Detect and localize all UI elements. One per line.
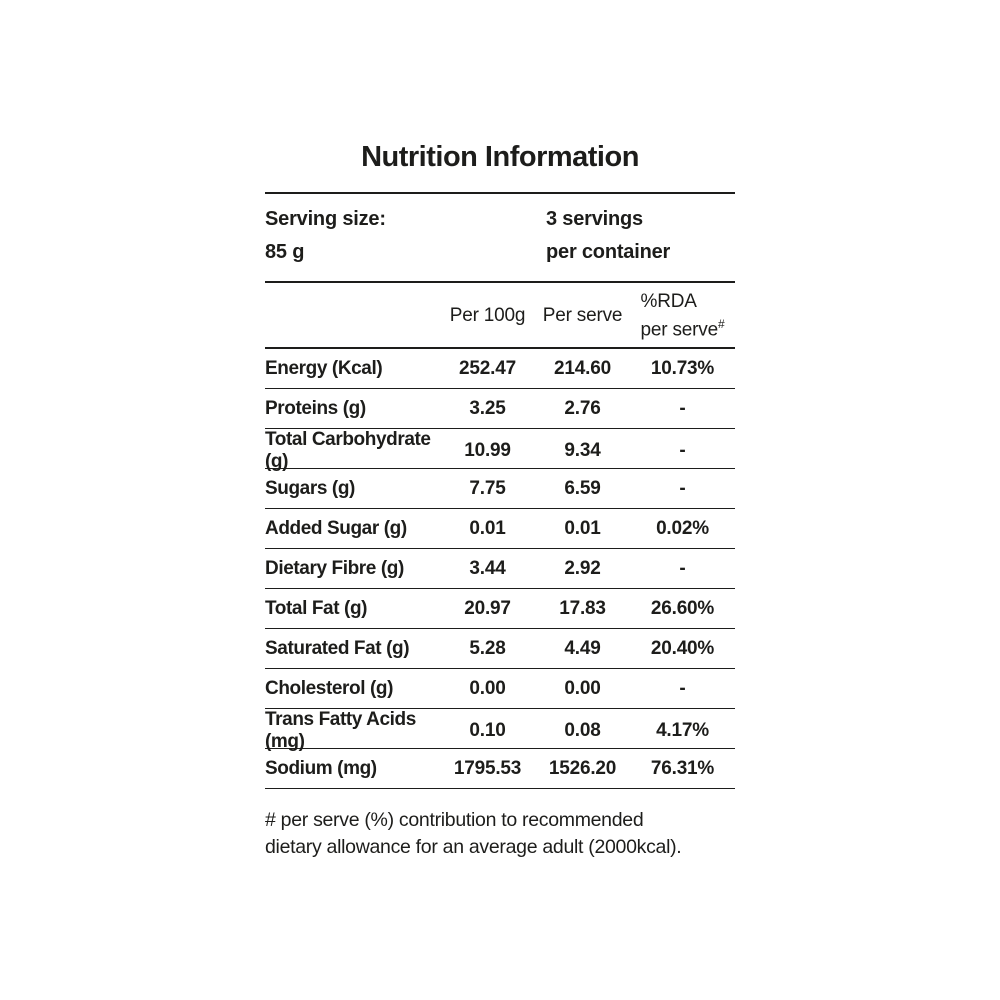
value-per-100g: 252.47: [459, 357, 516, 379]
value-per-serve: 4.49: [564, 637, 601, 659]
value-rda: -: [679, 397, 686, 419]
page-title: Nutrition Information: [361, 141, 639, 173]
divider-serving: [265, 281, 735, 283]
serving-size-value: 85 g: [265, 241, 305, 263]
column-header-per-100g: Per 100g: [449, 305, 526, 327]
value-per-serve: 2.76: [564, 397, 601, 419]
nutrient-label: Proteins (g): [265, 397, 366, 419]
rda-footnote-line1: # per serve (%) contribution to recommen…: [265, 809, 644, 832]
value-rda: 26.60%: [650, 597, 715, 619]
value-per-100g: 1795.53: [453, 757, 522, 779]
rda-header-line1: %RDA: [640, 291, 697, 312]
value-per-100g: 5.28: [469, 637, 506, 659]
rda-footnote-marker: #: [717, 317, 725, 331]
value-per-serve: 0.00: [564, 677, 601, 699]
table-row: Total Fat (g) 20.97 17.83 26.60%: [265, 589, 735, 630]
value-per-serve: 1526.20: [548, 757, 617, 779]
divider-top: [265, 192, 735, 194]
servings-unit: per container: [546, 241, 671, 263]
column-header-rda: %RDA per serve#: [630, 291, 735, 341]
value-per-100g: 10.99: [464, 440, 511, 462]
value-per-serve: 9.34: [564, 440, 601, 462]
value-per-serve: 0.08: [564, 720, 601, 742]
nutrient-label: Saturated Fat (g): [265, 637, 410, 659]
rda-footnote-line2: dietary allowance for an average adult (…: [265, 836, 682, 859]
serving-size: Serving size: 85 g: [265, 203, 546, 269]
nutrient-label: Trans Fatty Acids (mg): [265, 709, 416, 753]
value-per-100g: 7.75: [469, 477, 506, 499]
value-per-100g: 0.00: [469, 677, 506, 699]
value-per-100g: 20.97: [464, 597, 511, 619]
nutrient-label: Dietary Fibre (g): [265, 557, 404, 579]
value-per-serve: 0.01: [564, 517, 601, 539]
value-rda: -: [679, 440, 686, 462]
value-rda: 10.73%: [650, 357, 715, 379]
value-per-100g: 3.44: [469, 557, 506, 579]
value-per-100g: 0.10: [469, 720, 506, 742]
value-per-serve: 214.60: [554, 357, 611, 379]
table-row: Proteins (g) 3.25 2.76 -: [265, 389, 735, 430]
value-rda: -: [679, 557, 686, 579]
table-row: Energy (Kcal) 252.47 214.60 10.73%: [265, 349, 735, 390]
table-row: Dietary Fibre (g) 3.44 2.92 -: [265, 549, 735, 590]
value-rda: 76.31%: [650, 757, 715, 779]
nutrient-label: Sugars (g): [265, 477, 355, 499]
value-rda: 4.17%: [656, 720, 709, 742]
servings-count: 3 servings: [546, 208, 643, 230]
table-row: Sugars (g) 7.75 6.59 -: [265, 469, 735, 510]
column-header-per-serve: Per serve: [542, 305, 623, 327]
nutrition-label: Nutrition Information Serving size: 85 g…: [265, 141, 735, 861]
nutrient-label: Total Fat (g): [265, 597, 368, 619]
table-row: Added Sugar (g) 0.01 0.01 0.02%: [265, 509, 735, 550]
value-per-serve: 17.83: [559, 597, 606, 619]
value-rda: -: [679, 677, 686, 699]
value-per-100g: 0.01: [469, 517, 506, 539]
table-row: Saturated Fat (g) 5.28 4.49 20.40%: [265, 629, 735, 670]
table-header-row: Per 100g Per serve %RDA per serve#: [265, 283, 735, 347]
servings-per-container: 3 servings per container: [546, 203, 735, 269]
nutrient-label: Energy (Kcal): [265, 357, 383, 379]
rda-header-line2: per serve: [640, 319, 719, 341]
value-rda: -: [679, 477, 686, 499]
value-rda: 0.02%: [656, 517, 709, 539]
value-rda: 20.40%: [650, 637, 715, 659]
nutrient-label: Added Sugar (g): [265, 517, 407, 539]
table-row: Trans Fatty Acids (mg) 0.10 0.08 4.17%: [265, 709, 735, 752]
nutrient-label: Total Carbohydrate (g): [265, 429, 431, 473]
divider-header: [265, 347, 735, 350]
table-row: Total Carbohydrate (g) 10.99 9.34 -: [265, 429, 735, 472]
value-per-serve: 6.59: [564, 477, 601, 499]
value-per-100g: 3.25: [469, 397, 506, 419]
table-row: Sodium (mg) 1795.53 1526.20 76.31%: [265, 749, 735, 790]
serving-size-label: Serving size:: [265, 208, 386, 230]
rda-footnote: # per serve (%) contribution to recommen…: [265, 807, 735, 861]
table-row: Cholesterol (g) 0.00 0.00 -: [265, 669, 735, 710]
serving-section: Serving size: 85 g 3 servings per contai…: [265, 194, 735, 281]
nutrient-label: Sodium (mg): [265, 757, 377, 779]
value-per-serve: 2.92: [564, 557, 601, 579]
nutrient-label: Cholesterol (g): [265, 677, 394, 699]
